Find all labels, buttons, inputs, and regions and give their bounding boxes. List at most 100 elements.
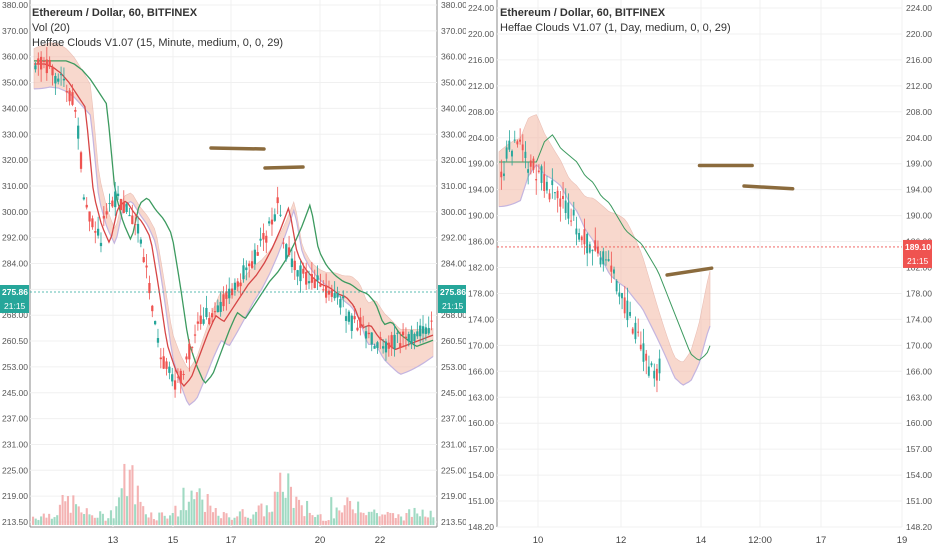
left-volume-bar [416, 513, 419, 525]
left-volume-bar [195, 492, 198, 525]
right-candle-body [631, 328, 634, 334]
left-candle-body [339, 299, 342, 308]
left-candle-body [353, 316, 356, 320]
left-y-tick-label-right: 360.00 [441, 52, 467, 62]
left-candle-body [45, 59, 48, 74]
left-volume-bar [117, 497, 121, 525]
left-y-tick-label-right: 370.00 [441, 26, 467, 36]
left-volume-bar [80, 512, 83, 525]
left-candle-body [316, 275, 319, 281]
left-candle-body [413, 333, 416, 342]
left-y-tick-label-right: 310.00 [441, 181, 467, 191]
left-volume-bar [273, 491, 276, 525]
left-candle-body [313, 279, 316, 289]
left-y-tick-label-right: 300.00 [441, 207, 467, 217]
left-candle-body [77, 125, 80, 139]
left-candle-body [379, 337, 382, 340]
left-volume-bar [300, 505, 303, 525]
left-volume-bar [96, 517, 99, 525]
right-y-tick-label-right: 190.00 [906, 211, 932, 221]
left-volume-bar [217, 515, 220, 525]
left-volume-bar [126, 496, 129, 525]
left-last-price-box-right [438, 285, 467, 313]
left-candle-body [356, 327, 359, 331]
left-volume-bar [53, 517, 56, 525]
left-candle-body [165, 361, 168, 369]
left-candle-body [265, 235, 268, 243]
left-volume-bar [185, 510, 188, 525]
left-candle-body [171, 374, 174, 382]
left-volume-bar [314, 517, 317, 525]
left-y-tick-label-left: 292.00 [2, 233, 28, 243]
left-volume-bar [58, 504, 61, 525]
right-candle-body [634, 322, 637, 340]
right-candle-body [543, 174, 546, 192]
left-candle-body [139, 239, 142, 244]
right-candle-body [647, 366, 650, 376]
left-volume-bar [397, 514, 400, 525]
right-candle-body [642, 343, 645, 362]
left-candle-body [382, 346, 385, 349]
left-candle-body [151, 305, 154, 312]
left-candle-body [376, 342, 379, 349]
left-candle-body [384, 341, 388, 353]
left-candle-body [262, 233, 265, 240]
left-candle-body [40, 56, 43, 70]
right-y-tick-label-left: 178.00 [468, 288, 494, 298]
left-y-tick-label-left: 350.00 [2, 78, 28, 88]
left-volume-bar [308, 512, 311, 525]
right-y-tick-label-left: 194.00 [468, 185, 494, 195]
right-candle-body [502, 173, 505, 177]
left-last-price-label-left: 275.86 [2, 287, 28, 297]
left-volume-bar [74, 504, 78, 525]
left-candle-body [305, 271, 308, 285]
left-volume-bar [289, 486, 293, 525]
right-candle-body [653, 370, 656, 379]
right-candle-body [599, 257, 602, 265]
left-volume-bar [359, 512, 362, 525]
right-y-tick-label-left: 199.00 [468, 159, 494, 169]
left-volume-bar [319, 514, 322, 525]
left-volume-bar [279, 472, 282, 525]
left-volume-bar [169, 515, 172, 525]
left-candle-body [307, 281, 311, 284]
left-candle-body [299, 265, 302, 282]
left-volume-bar [389, 512, 392, 525]
right-y-tick-label-left: 154.00 [468, 470, 494, 480]
left-volume-bar [56, 515, 59, 525]
left-candle-body [279, 214, 282, 216]
left-volume-bar [193, 499, 196, 525]
left-candle-body [242, 265, 245, 280]
left-y-tick-label-right: 237.00 [441, 414, 467, 424]
left-volume-bar [230, 519, 233, 525]
left-volume-bar [394, 518, 397, 525]
left-candle-body [250, 261, 254, 268]
left-y-tick-label-right: 245.00 [441, 388, 467, 398]
left-y-tick-label-right: 284.00 [441, 259, 467, 269]
left-candle-body [310, 274, 313, 283]
left-y-tick-label-left: 213.50 [2, 517, 28, 527]
left-volume-bar [413, 507, 416, 525]
left-candle-body [71, 92, 74, 105]
left-candle-body [179, 370, 182, 384]
left-volume-bar [392, 513, 395, 525]
right-candle-body [637, 331, 640, 333]
left-candle-body [199, 315, 202, 324]
right-y-tick-label-right: 216.00 [906, 55, 932, 65]
left-candle-body [37, 58, 40, 64]
left-y-tick-label-left: 310.00 [2, 181, 28, 191]
right-candle-body [610, 265, 613, 272]
left-candle-body [51, 66, 54, 76]
left-ma-red [34, 63, 434, 388]
left-volume-bar [408, 509, 411, 525]
left-volume-bar [83, 514, 86, 525]
left-candle-body [213, 311, 217, 313]
left-volume-bar [160, 512, 164, 525]
right-candle-body [596, 246, 599, 254]
left-candle-body [347, 311, 351, 322]
left-candle-body [94, 231, 97, 233]
left-candle-body [54, 75, 57, 84]
left-candle-body [128, 215, 131, 217]
left-volume-bar [386, 511, 389, 525]
